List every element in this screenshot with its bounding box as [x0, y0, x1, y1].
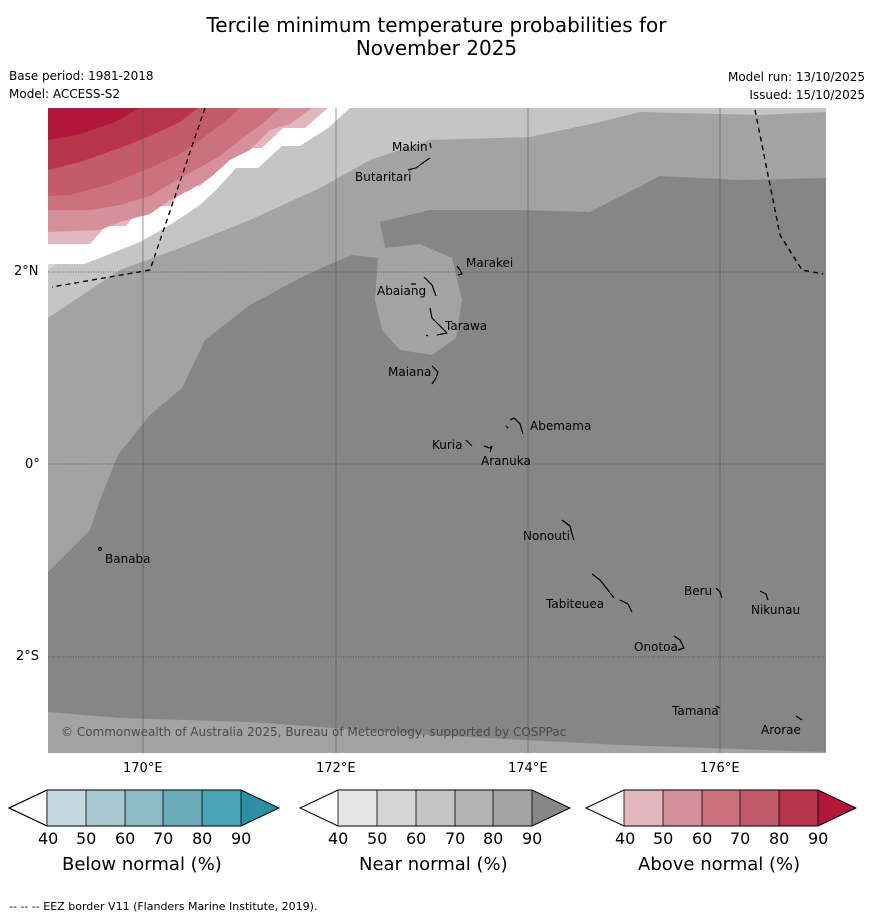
cb-above-swatch-4	[740, 790, 779, 826]
near-normal-80-region	[48, 108, 826, 572]
cb-above-swatch-1	[624, 790, 663, 826]
place-label-tamana: Tamana	[672, 704, 719, 718]
island-coastlines	[97, 142, 803, 721]
place-label-banaba: Banaba	[105, 552, 151, 566]
cb-above-swatch-5	[779, 790, 818, 826]
chart-title: Tercile minimum temperature probabilitie…	[0, 14, 873, 60]
cb-below-swatch-4	[163, 790, 202, 826]
cb-below-swatch-3	[125, 790, 163, 826]
place-label-butaritari: Butaritari	[355, 170, 412, 184]
place-label-abemama: Abemama	[530, 419, 592, 433]
cb-below-swatch-1	[47, 790, 86, 826]
copyright-notice: © Commonwealth of Australia 2025, Bureau…	[61, 725, 567, 739]
cb-near-tick-50: 50	[367, 829, 388, 848]
place-label-tabiteuea: Tabiteuea	[546, 597, 605, 611]
cb-below-tick-80: 80	[192, 829, 213, 848]
cb-above-min-arrow	[586, 790, 624, 826]
place-label-maiana: Maiana	[388, 365, 432, 379]
lat-label-2n: 2°N	[14, 264, 39, 279]
cb-above-swatch-2	[663, 790, 702, 826]
lon-label-170e: 170°E	[123, 761, 163, 776]
gridlines	[142, 108, 721, 753]
cb-below-max-arrow	[241, 790, 279, 826]
cb-near-min-arrow	[300, 790, 338, 826]
cb-below-tick-60: 60	[115, 829, 136, 848]
colorbars	[7, 789, 858, 827]
cb-above-tick-90: 90	[808, 829, 829, 848]
place-label-beru: Beru	[684, 584, 713, 598]
colorbar-above	[584, 789, 858, 827]
place-label-nikunau: Nikunau	[751, 603, 801, 617]
cb-above-swatch-3	[702, 790, 740, 826]
cb-below-tick-40: 40	[38, 829, 59, 848]
cb-below-tick-90: 90	[231, 829, 252, 848]
place-label-aranuka: Aranuka	[481, 454, 531, 468]
place-label-abaiang: Abaiang	[377, 284, 427, 298]
colorbar-below	[7, 789, 281, 827]
lon-label-176e: 176°E	[700, 761, 740, 776]
place-label-arorae: Arorae	[761, 723, 801, 737]
cb-near-max-arrow	[532, 790, 570, 826]
cb-near-tick-40: 40	[328, 829, 349, 848]
colorbar-near	[298, 789, 572, 827]
near-normal-80-region-south	[48, 712, 826, 753]
cb-near-tick-70: 70	[445, 829, 466, 848]
issued-date: Issued: 15/10/2025	[749, 88, 865, 102]
place-label-nonouti: Nonouti	[523, 529, 570, 543]
lat-label-2s: 2°S	[16, 649, 40, 664]
cb-near-swatch-4	[455, 790, 493, 826]
cb-near-swatch-2	[377, 790, 416, 826]
colorbar-above-label: Above normal (%)	[638, 854, 801, 875]
cb-above-tick-80: 80	[769, 829, 790, 848]
eez-legend-note: -- -- -- EEZ border V11 (Flanders Marine…	[9, 900, 318, 913]
place-label-makin: Makin	[392, 140, 428, 154]
cb-above-tick-40: 40	[615, 829, 636, 848]
cb-near-tick-90: 90	[522, 829, 543, 848]
lon-label-172e: 172°E	[316, 761, 356, 776]
cb-below-tick-50: 50	[76, 829, 97, 848]
place-label-marakei: Marakei	[466, 256, 514, 270]
cb-near-swatch-5	[493, 790, 532, 826]
cb-below-swatch-2	[86, 790, 125, 826]
title-line-1: Tercile minimum temperature probabilitie…	[206, 13, 667, 37]
cb-near-tick-60: 60	[406, 829, 427, 848]
place-label-onotoa: Onotoa	[634, 640, 678, 654]
cb-below-tick-70: 70	[153, 829, 174, 848]
colorbar-below-label: Below normal (%)	[62, 854, 222, 875]
cb-near-swatch-3	[416, 790, 455, 826]
cb-above-tick-50: 50	[653, 829, 674, 848]
eez-border	[51, 108, 824, 288]
model-run: Model run: 13/10/2025	[727, 70, 865, 84]
cb-near-swatch-1	[338, 790, 377, 826]
above-normal-max-region	[48, 108, 140, 140]
place-label-tarawa: Tarawa	[445, 319, 488, 333]
cb-near-tick-80: 80	[483, 829, 504, 848]
cb-above-tick-70: 70	[730, 829, 751, 848]
model-name: Model: ACCESS-S2	[9, 87, 121, 101]
base-period: Base period: 1981-2018	[9, 69, 154, 83]
title-line-2: November 2025	[355, 36, 518, 60]
lat-label-0: 0°	[25, 457, 40, 472]
cb-above-tick-60: 60	[692, 829, 713, 848]
lon-label-174e: 174°E	[508, 761, 548, 776]
place-label-kuria: Kuria	[432, 438, 463, 452]
cb-below-min-arrow	[7, 789, 48, 827]
cb-below-swatch-5	[202, 790, 241, 826]
colorbar-near-label: Near normal (%)	[359, 854, 508, 875]
cb-above-max-arrow	[818, 790, 856, 826]
